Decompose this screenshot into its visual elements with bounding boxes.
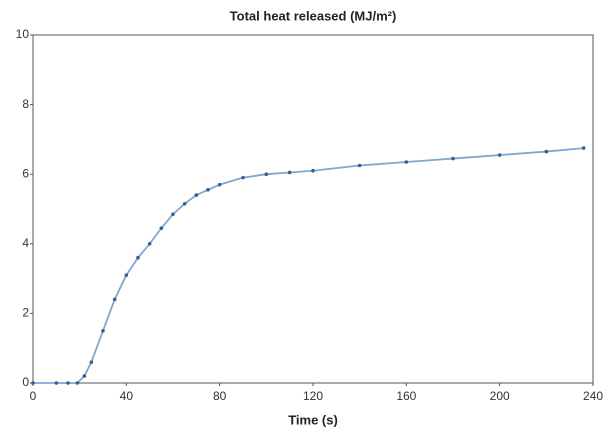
- data-point: [544, 149, 549, 154]
- data-point: [357, 163, 362, 168]
- plot-frame: [32, 34, 594, 384]
- x-tick-label: 240: [583, 389, 603, 403]
- y-tick-label: 6: [22, 166, 29, 180]
- x-tick-label: 160: [396, 389, 416, 403]
- data-point: [171, 212, 175, 217]
- data-point: [89, 360, 94, 364]
- data-point: [75, 381, 80, 385]
- y-tick-label: 8: [22, 97, 29, 111]
- data-point: [66, 381, 70, 385]
- data-point: [451, 156, 455, 161]
- x-tick-label: 0: [30, 389, 37, 403]
- data-point: [206, 188, 210, 192]
- data-point: [497, 153, 502, 157]
- data-point: [194, 193, 199, 197]
- data-point: [112, 297, 117, 302]
- x-tick-label: 40: [120, 389, 134, 403]
- y-tick-label: 10: [16, 27, 30, 41]
- data-point: [311, 168, 315, 173]
- data-point: [581, 146, 586, 150]
- data-point: [159, 226, 164, 230]
- data-line: [33, 147, 584, 384]
- data-point: [136, 255, 140, 260]
- data-point: [54, 381, 59, 385]
- y-tick-label: 0: [22, 375, 29, 389]
- data-point: [404, 160, 409, 164]
- x-tick-label: 120: [303, 389, 323, 403]
- x-tick-label: 80: [213, 389, 227, 403]
- data-point: [182, 201, 187, 206]
- chart-title: Total heat released (MJ/m²): [230, 8, 397, 23]
- x-tick-label: 200: [490, 389, 510, 403]
- data-point: [217, 182, 222, 187]
- data-point: [287, 170, 292, 175]
- x-axis-label: Time (s): [288, 412, 338, 427]
- data-point: [31, 381, 35, 385]
- data-point: [147, 242, 152, 246]
- y-tick-label: 4: [22, 236, 29, 250]
- data-point: [264, 172, 269, 176]
- data-point: [82, 374, 87, 378]
- data-point: [101, 329, 105, 333]
- data-point: [241, 175, 245, 180]
- data-point: [124, 273, 129, 277]
- y-tick-label: 2: [22, 306, 29, 320]
